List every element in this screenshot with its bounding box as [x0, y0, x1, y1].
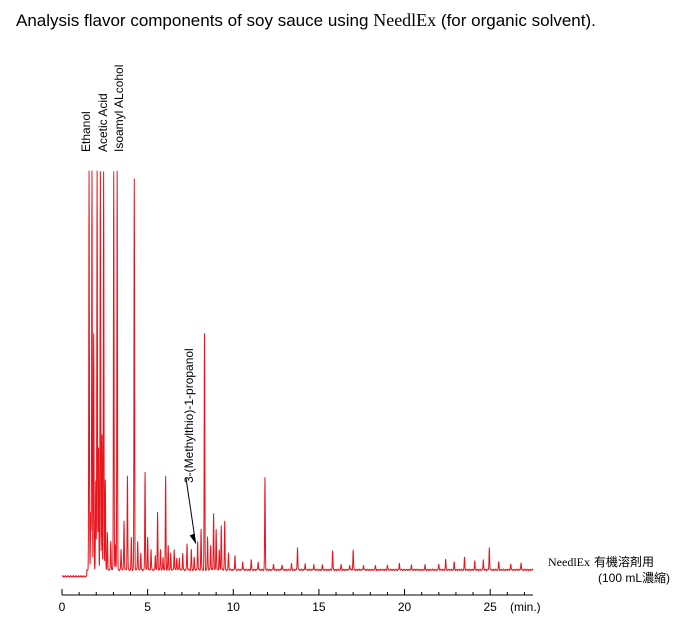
legend-rest: 有機溶剤用: [594, 554, 654, 569]
x-axis-unit: (min.): [510, 600, 541, 614]
peak-label-0: Ethanol: [79, 111, 93, 152]
trace-group: [61, 170, 534, 578]
annotations: Ethanol Acetic Acid Isoamyl ALcohol 3-(Meth…: [79, 65, 197, 544]
x-ticks: 0 5 10 15 20 25 (min.): [59, 589, 541, 614]
legend-product: NeedlEx: [548, 555, 590, 569]
peak-label-3: 3-(Methylthio)-1-propanol: [182, 348, 196, 483]
chart-title: Analysis flavor components of soy sauce …: [16, 10, 596, 31]
tick-label-25: 25: [484, 600, 498, 614]
title-product: NeedlEx: [373, 10, 437, 30]
legend: NeedlEx 有機溶剤用 (100 mL濃縮): [548, 554, 670, 585]
legend-line-1: NeedlEx 有機溶剤用: [548, 554, 654, 569]
legend-line-2: (100 mL濃縮): [598, 570, 670, 585]
tick-label-10: 10: [227, 600, 241, 614]
annotation-arrow: [185, 477, 197, 544]
peak-label-2: Isoamyl ALcohol: [112, 65, 126, 152]
tick-label-0: 0: [59, 600, 66, 614]
title-suffix: (for organic solvent).: [440, 11, 596, 30]
trace-line: [61, 170, 534, 578]
title-prefix: Analysis flavor components of soy sauce …: [16, 11, 369, 30]
tick-label-5: 5: [144, 600, 151, 614]
tick-label-20: 20: [398, 600, 412, 614]
annotation-arrowhead: [189, 533, 196, 544]
tick-label-15: 15: [312, 600, 326, 614]
peak-label-1: Acetic Acid: [96, 93, 110, 152]
